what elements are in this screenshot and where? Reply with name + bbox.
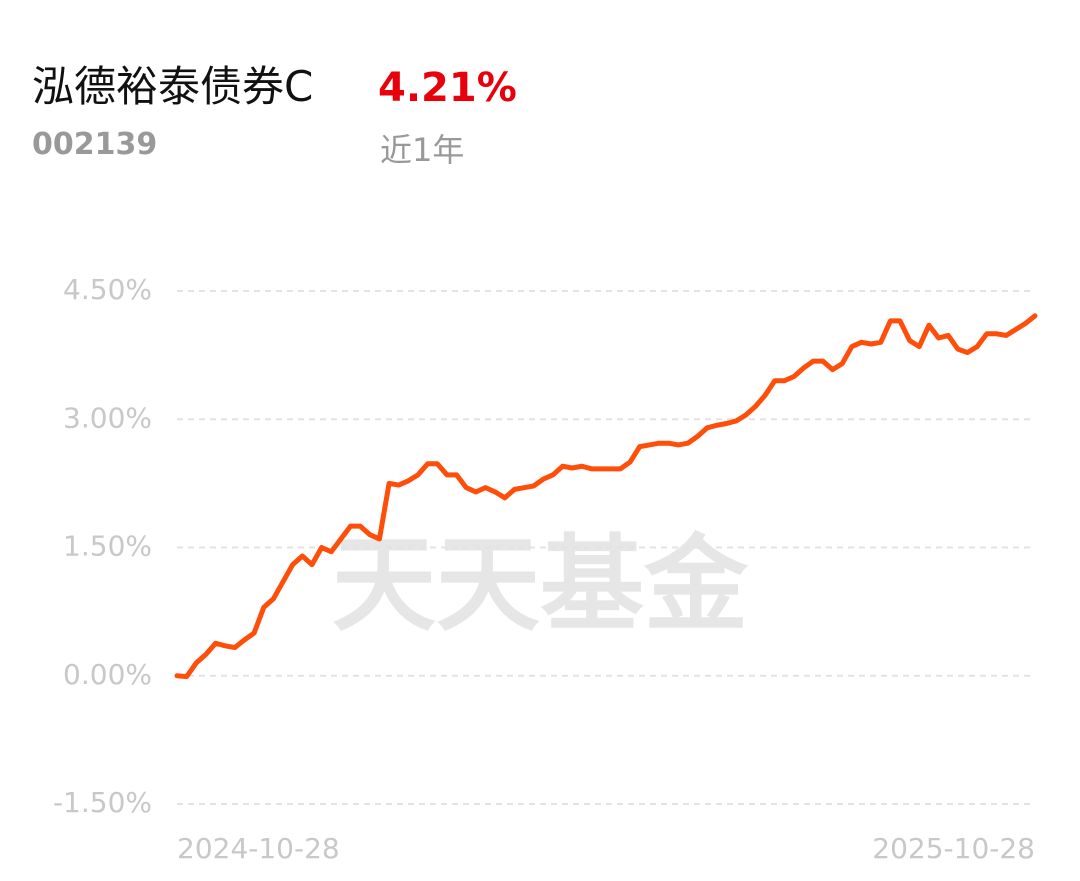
period: 近1年 — [380, 131, 465, 169]
fund-return: 4.21% — [378, 65, 517, 111]
line — [174, 313, 1038, 680]
y-tick-label: 4.50% — [63, 273, 152, 306]
watermark: 天天基金 — [332, 523, 749, 645]
fund-code: 002139 — [32, 127, 158, 162]
y-tick-label: 3.00% — [63, 401, 152, 434]
y-tick-label: 0.00% — [63, 658, 152, 691]
y-tick-label: -1.50% — [53, 786, 152, 819]
x-tick-label: 2025-10-28 — [872, 832, 1035, 865]
fund-name: 泓德裕泰债券C — [32, 62, 314, 111]
x-tick-label: 2024-10-28 — [177, 832, 340, 865]
y-tick-label: 1.50% — [63, 530, 152, 563]
